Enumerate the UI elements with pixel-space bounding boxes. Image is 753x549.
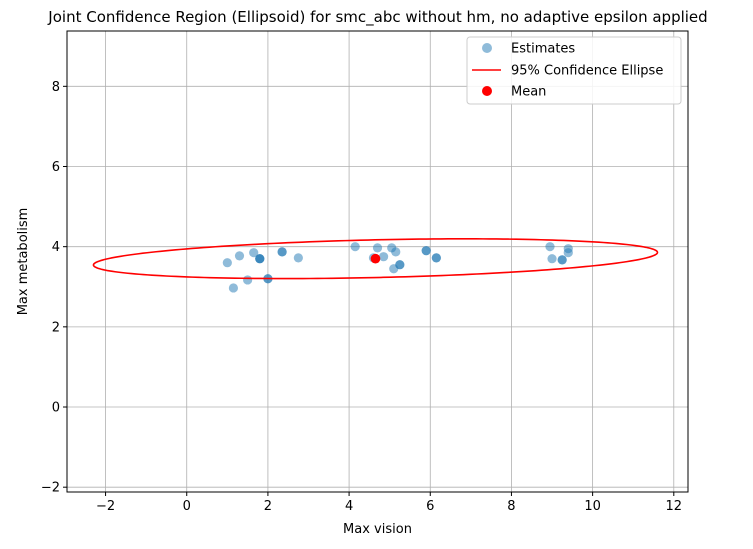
estimate-point [557, 255, 567, 265]
estimate-point [431, 253, 441, 263]
estimate-point [222, 258, 232, 268]
estimate-point [249, 248, 259, 258]
grid [67, 31, 688, 492]
legend-box [466, 36, 682, 105]
estimate-point [395, 260, 405, 270]
y-axis-label: Max metabolism [16, 208, 31, 316]
estimate-point [234, 251, 245, 261]
x-tick-label: −2 [96, 499, 115, 514]
x-tick-label: 12 [666, 499, 683, 514]
estimate-point [293, 253, 303, 263]
estimate-point [421, 246, 431, 256]
confidence-ellipse [92, 238, 659, 280]
estimate-point [350, 242, 360, 252]
estimate-point [255, 254, 265, 264]
legend-marker-mean [482, 86, 492, 96]
estimate-point [563, 248, 573, 258]
x-tick-label: 8 [507, 499, 515, 514]
estimate-point [545, 242, 555, 252]
x-tick-label: 0 [183, 499, 191, 514]
y-tick-label: −2 [41, 481, 60, 496]
y-tick-label: 6 [52, 160, 60, 175]
legend: Estimates 95% Confidence Ellipse Mean [466, 36, 682, 105]
estimate-point [378, 252, 389, 262]
y-tick-label: 4 [52, 240, 60, 255]
legend-label-mean: Mean [511, 85, 546, 100]
x-tick-label: 2 [264, 499, 272, 514]
y-tick-label: 0 [52, 401, 60, 416]
legend-label-estimates: Estimates [511, 42, 575, 57]
estimate-point [372, 243, 383, 253]
x-tick-label: 10 [584, 499, 601, 514]
legend-marker-estimates [482, 43, 492, 53]
legend-label-ellipse: 95% Confidence Ellipse [511, 64, 663, 79]
chart-title: Joint Confidence Region (Ellipsoid) for … [47, 8, 707, 27]
mean-marker-group [370, 253, 381, 264]
mean-point [370, 253, 381, 264]
plot-frame [66, 30, 689, 493]
x-tick-label: 6 [426, 499, 434, 514]
estimate-point [547, 254, 557, 264]
x-tick-label: 4 [345, 499, 353, 514]
estimate-point [391, 247, 401, 257]
x-axis-ticks: −2 0 2 4 6 8 10 12 [96, 492, 682, 514]
y-tick-label: 8 [52, 80, 60, 95]
estimate-point [228, 283, 239, 293]
y-tick-label: 2 [52, 320, 60, 335]
y-axis-ticks: −2 0 2 4 6 8 [41, 80, 67, 496]
estimate-point [277, 247, 287, 257]
x-axis-label: Max vision [343, 522, 412, 537]
estimate-point [243, 275, 253, 285]
